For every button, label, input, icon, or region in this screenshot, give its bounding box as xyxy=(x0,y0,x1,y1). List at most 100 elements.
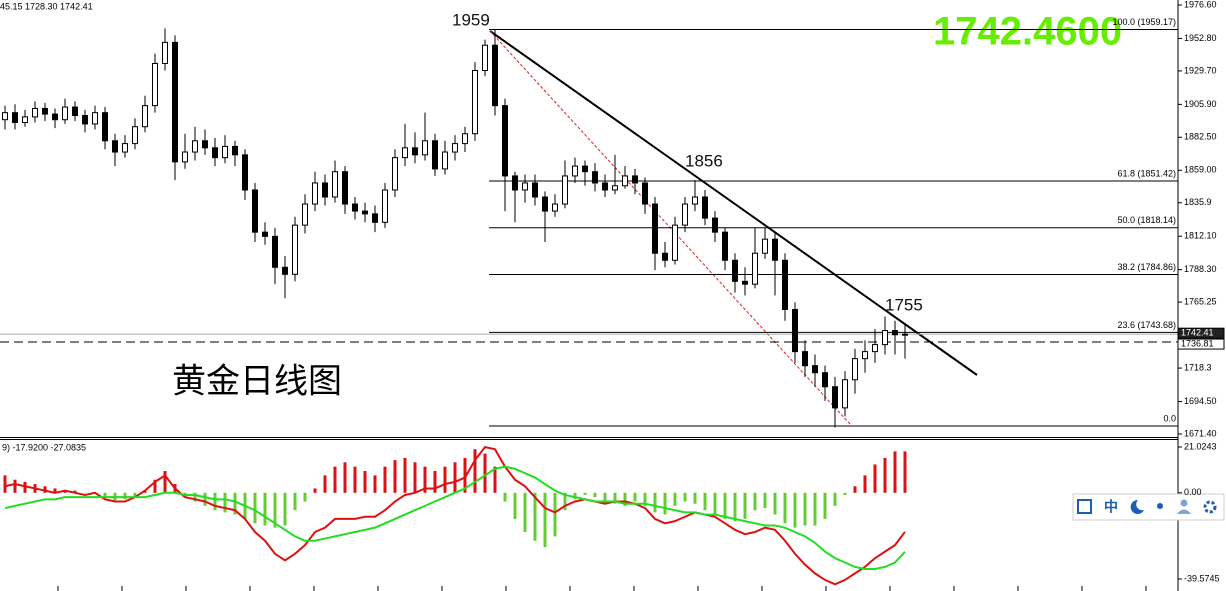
macd-bar xyxy=(283,492,287,526)
toolbar-icon[interactable] xyxy=(1180,499,1188,507)
fib-label: 61.8 (1851.42) xyxy=(1117,168,1176,178)
macd-bar xyxy=(823,492,827,519)
candle-body xyxy=(442,151,448,170)
macd-bar xyxy=(693,492,697,504)
candle-body xyxy=(752,252,758,285)
candle-body xyxy=(692,196,698,205)
candle-body xyxy=(252,189,258,233)
candle-body xyxy=(532,182,538,198)
macd-bar xyxy=(23,481,27,493)
candle-body xyxy=(412,147,418,156)
macd-bar xyxy=(563,492,567,511)
annotation: 1959 xyxy=(452,10,490,29)
candle-body xyxy=(432,140,438,170)
macd-bar xyxy=(363,471,367,493)
candle-body xyxy=(212,147,218,159)
candle-body xyxy=(472,70,478,135)
macd-bar xyxy=(263,492,267,526)
candle-body xyxy=(872,344,878,353)
macd-bar xyxy=(163,471,167,493)
chart-title: 黄金日线图 xyxy=(172,362,342,402)
macd-bar xyxy=(683,492,687,502)
candle-body xyxy=(782,259,788,310)
candle-body xyxy=(882,330,888,346)
macd-bar xyxy=(653,492,657,513)
candle-body xyxy=(322,182,328,198)
annotation: 1856 xyxy=(685,151,723,170)
macd-bar xyxy=(273,492,277,528)
candle-body xyxy=(892,330,898,336)
candle-body xyxy=(512,175,518,191)
candle-body xyxy=(462,133,468,145)
macd-bar xyxy=(323,475,327,493)
candle-body xyxy=(52,113,58,121)
candle-body xyxy=(632,175,638,184)
candle-body xyxy=(682,203,688,226)
macd-bar xyxy=(613,492,617,504)
macd-bar xyxy=(223,492,227,513)
y-tick-label: 1952.80 xyxy=(1184,33,1217,43)
candle-body xyxy=(402,147,408,159)
toolbar-icon[interactable] xyxy=(1077,499,1092,514)
candle-body xyxy=(222,145,228,159)
candle-body xyxy=(642,182,648,205)
candle-body xyxy=(272,235,278,268)
toolbar: 中 xyxy=(1072,493,1225,521)
annotation: 1755 xyxy=(885,295,923,314)
macd-bar xyxy=(633,492,637,502)
macd-line xyxy=(4,445,906,586)
toolbar-icon[interactable] xyxy=(1203,500,1217,514)
price-label: 1736.81 xyxy=(1181,338,1214,348)
candle-body xyxy=(22,116,28,124)
candle-body xyxy=(562,175,568,205)
candle-body xyxy=(12,112,18,124)
candle-body xyxy=(382,189,388,223)
candle-body xyxy=(452,143,458,153)
macd-bar xyxy=(573,492,577,500)
ohlc-text: 45.15 1728.30 1742.41 xyxy=(0,1,93,11)
price-label: 1742.41 xyxy=(1181,328,1214,338)
candle-body xyxy=(622,175,628,187)
macd-line xyxy=(4,465,906,571)
toolbar-icon[interactable] xyxy=(1177,509,1191,515)
candle-body xyxy=(372,213,378,223)
price-box xyxy=(1177,338,1225,350)
fib-label: 38.2 (1784.86) xyxy=(1117,262,1176,272)
macd-bar xyxy=(473,449,477,493)
macd-bar xyxy=(73,490,77,493)
candle-body xyxy=(712,217,718,233)
candle-body xyxy=(362,210,368,215)
macd-bar xyxy=(193,492,197,502)
candle-body xyxy=(822,372,828,388)
macd-bar xyxy=(483,453,487,493)
candle-body xyxy=(672,224,678,261)
candle-body xyxy=(262,231,268,237)
macd-bar xyxy=(293,492,297,511)
macd-bar xyxy=(673,492,677,506)
candle-body xyxy=(72,106,78,116)
macd-bar xyxy=(3,475,7,493)
macd-bar xyxy=(623,492,627,506)
toolbar-icon[interactable] xyxy=(1157,503,1163,509)
y-tick-label: 1694.50 xyxy=(1184,396,1217,406)
candle-body xyxy=(92,112,98,125)
candle-body xyxy=(42,107,48,115)
macd-bar xyxy=(583,492,587,495)
candle-body xyxy=(242,154,248,191)
macd-bar xyxy=(233,492,237,515)
macd-bar xyxy=(353,466,357,493)
toolbar-icon[interactable] xyxy=(1130,499,1144,514)
y-tick-label: 1835.9 xyxy=(1184,197,1212,207)
macd-bar xyxy=(703,492,707,511)
candle-body xyxy=(302,203,308,226)
candle-body xyxy=(492,44,498,107)
macd-bar xyxy=(643,492,647,506)
candle-body xyxy=(732,259,738,282)
toolbar-box xyxy=(1072,493,1225,521)
candle-body xyxy=(792,308,798,353)
candle-body xyxy=(542,196,548,212)
macd-bar xyxy=(603,492,607,502)
macd-bar xyxy=(663,492,667,515)
toolbar-lang[interactable]: 中 xyxy=(1104,499,1118,515)
